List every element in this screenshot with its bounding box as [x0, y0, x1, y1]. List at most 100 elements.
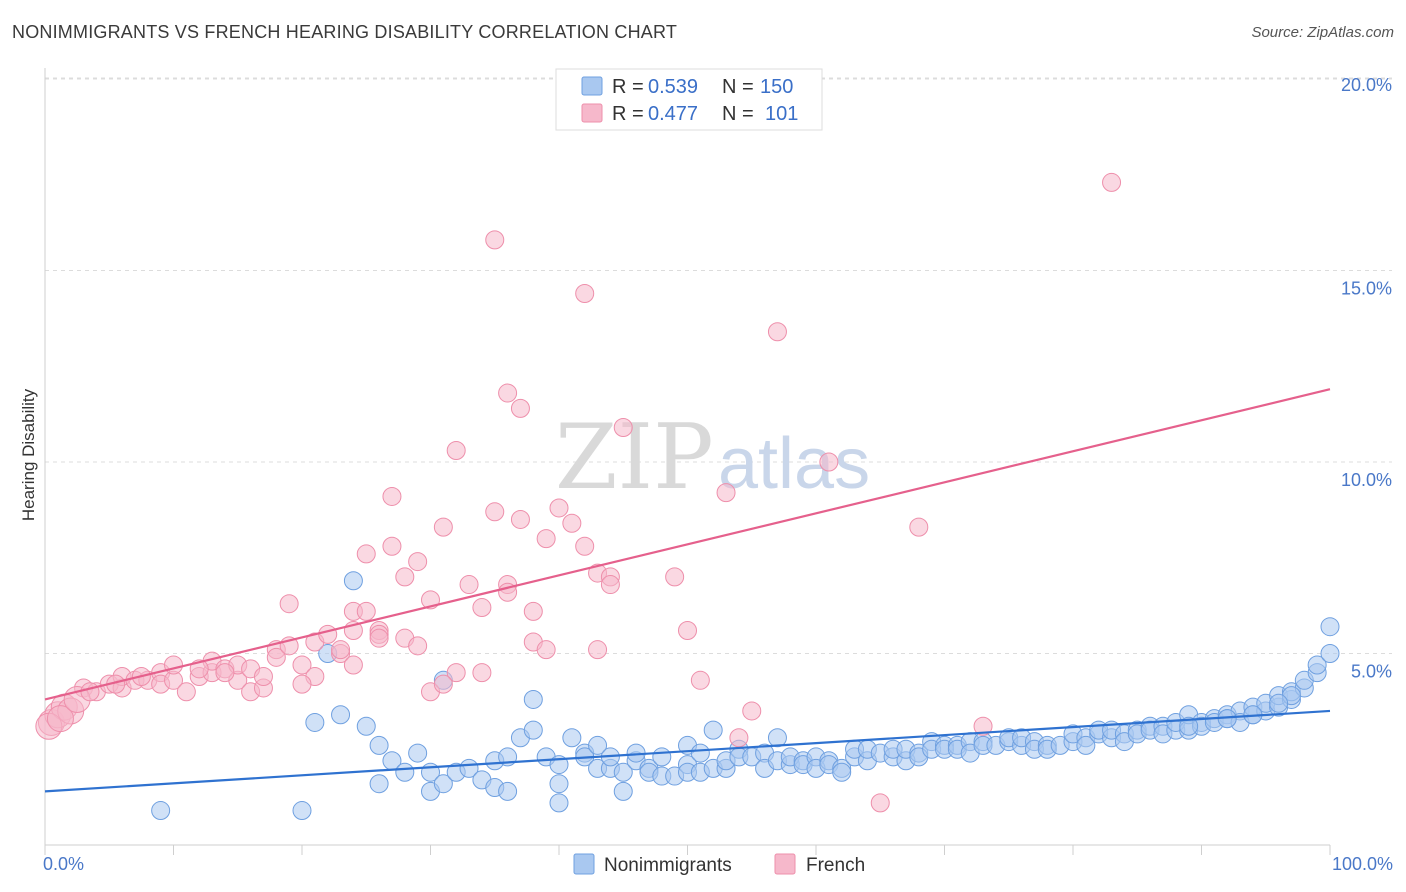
y-tick-label-0: 5.0% — [1351, 662, 1392, 682]
french-point-89 — [46, 705, 74, 733]
french-point-52 — [446, 441, 466, 461]
french-point-91 — [80, 682, 100, 702]
nonimmigrants-point-49 — [690, 743, 710, 763]
nonimmigrants-point-30 — [562, 728, 582, 748]
chart-title: NONIMMIGRANTS VS FRENCH HEARING DISABILI… — [12, 22, 678, 42]
french-point-39 — [356, 544, 376, 564]
nonimmigrants-point-11 — [408, 743, 428, 763]
french-point-64 — [536, 640, 556, 660]
nonimmigrants-point-7 — [369, 735, 389, 755]
watermark-zip: ZIP — [555, 405, 714, 510]
french-point-53 — [459, 575, 479, 595]
french-point-36 — [343, 655, 363, 675]
y-axis-title: Hearing Disability — [19, 388, 38, 521]
french-point-95 — [215, 663, 235, 683]
french-point-85 — [909, 517, 929, 537]
nonimmigrants-point-24 — [523, 720, 543, 740]
legend-n-label-1: N = — [722, 76, 754, 98]
nonimmigrants-point-4 — [343, 571, 363, 591]
french-point-96 — [292, 674, 312, 694]
nonimmigrants-point-143 — [1320, 644, 1340, 663]
x-tick-label-1: 100.0% — [1332, 854, 1393, 874]
french-point-98 — [369, 628, 389, 648]
french-point-25 — [253, 666, 273, 686]
french-point-79 — [716, 483, 736, 503]
french-point-62 — [523, 601, 543, 621]
french-point-30 — [292, 655, 312, 675]
nonimmigrants-point-6 — [356, 716, 376, 736]
nonimmigrants-point-10 — [395, 762, 415, 782]
source-label: Source: ZipAtlas.com — [1251, 24, 1394, 41]
y-tick-label-2: 15.0% — [1341, 279, 1392, 299]
french-point-51 — [446, 663, 466, 683]
legend-n-value-2: 101 — [765, 103, 798, 125]
legend-swatch-nonimmigrants — [581, 76, 603, 96]
legend-n-value-1: 150 — [760, 76, 793, 98]
nonimmigrants-point-21 — [498, 781, 518, 801]
french-point-50 — [433, 517, 453, 537]
french-point-86 — [973, 716, 993, 736]
legend-n-label-2: N = — [722, 103, 754, 125]
french-point-46 — [408, 552, 428, 572]
french-point-28 — [279, 594, 299, 614]
legend-r-value-1: 0.539 — [648, 76, 698, 98]
french-point-56 — [485, 502, 505, 522]
nonimmigrants-point-8 — [369, 774, 389, 794]
french-point-87 — [1102, 172, 1122, 192]
nonimmigrants-point-25 — [523, 689, 543, 709]
trend-lines — [44, 388, 1331, 793]
french-point-54 — [472, 598, 492, 618]
french-point-60 — [510, 398, 530, 418]
french-point-45 — [395, 567, 415, 587]
legend-bottom-swatch-french — [774, 853, 796, 875]
french-point-81 — [742, 701, 762, 721]
french-point-80 — [729, 728, 749, 748]
nonimmigrants-point-15 — [433, 774, 453, 794]
grid-lines — [45, 77, 1392, 654]
french-point-27 — [266, 647, 286, 667]
french-point-66 — [549, 498, 569, 518]
nonimmigrants-point-71 — [832, 762, 852, 782]
french-point-38 — [356, 601, 376, 621]
nonimmigrants-point-29 — [549, 793, 569, 813]
nonimmigrants-point-1 — [292, 801, 312, 821]
nonimmigrants-point-144 — [1320, 617, 1340, 637]
nonimmigrants-point-52 — [703, 720, 723, 740]
french-point-14 — [164, 655, 183, 675]
french-point-61 — [510, 509, 530, 529]
legend-r-value-2: 0.477 — [648, 103, 698, 125]
legend-bottom-label-french: French — [806, 855, 865, 876]
french-point-47 — [408, 636, 428, 656]
nonimmigrants-point-146 — [1269, 693, 1289, 713]
nonimmigrants-point-0 — [151, 801, 171, 821]
nonimmigrants-point-61 — [767, 728, 787, 748]
nonimmigrants-point-34 — [588, 735, 608, 755]
nonimmigrants-point-106 — [1076, 735, 1096, 755]
french-point-84 — [870, 793, 890, 813]
nonimmigrants-point-5 — [331, 705, 351, 725]
french-point-70 — [588, 640, 608, 660]
nonimmigrants-point-149 — [1179, 716, 1199, 736]
french-point-82 — [767, 322, 787, 342]
y-tick-label-1: 10.0% — [1341, 470, 1392, 490]
french-point-55 — [472, 663, 492, 683]
french-point-68 — [575, 283, 595, 303]
legend-bottom-label-nonimmigrants: Nonimmigrants — [604, 855, 732, 876]
watermark: ZIP atlas — [555, 405, 870, 510]
french-point-99 — [433, 674, 453, 694]
x-tick-labels: 0.0% 100.0% — [43, 854, 1393, 874]
y-tick-labels: 5.0% 10.0% 15.0% 20.0% — [1341, 75, 1392, 682]
french-point-33 — [318, 624, 338, 644]
french-point-73 — [600, 575, 620, 595]
nonimmigrants-point-2 — [305, 712, 325, 732]
french-point-76 — [665, 567, 685, 587]
french-point-58 — [498, 383, 518, 403]
nonimmigrants-trend-line — [44, 709, 1331, 793]
legend-bottom: Nonimmigrants French — [573, 853, 865, 876]
legend-swatch-french — [581, 103, 603, 123]
french-point-57 — [485, 230, 505, 250]
nonimmigrants-point-37 — [613, 762, 633, 782]
legend-r-label-1: R = — [612, 76, 644, 98]
watermark-atlas: atlas — [718, 424, 870, 504]
